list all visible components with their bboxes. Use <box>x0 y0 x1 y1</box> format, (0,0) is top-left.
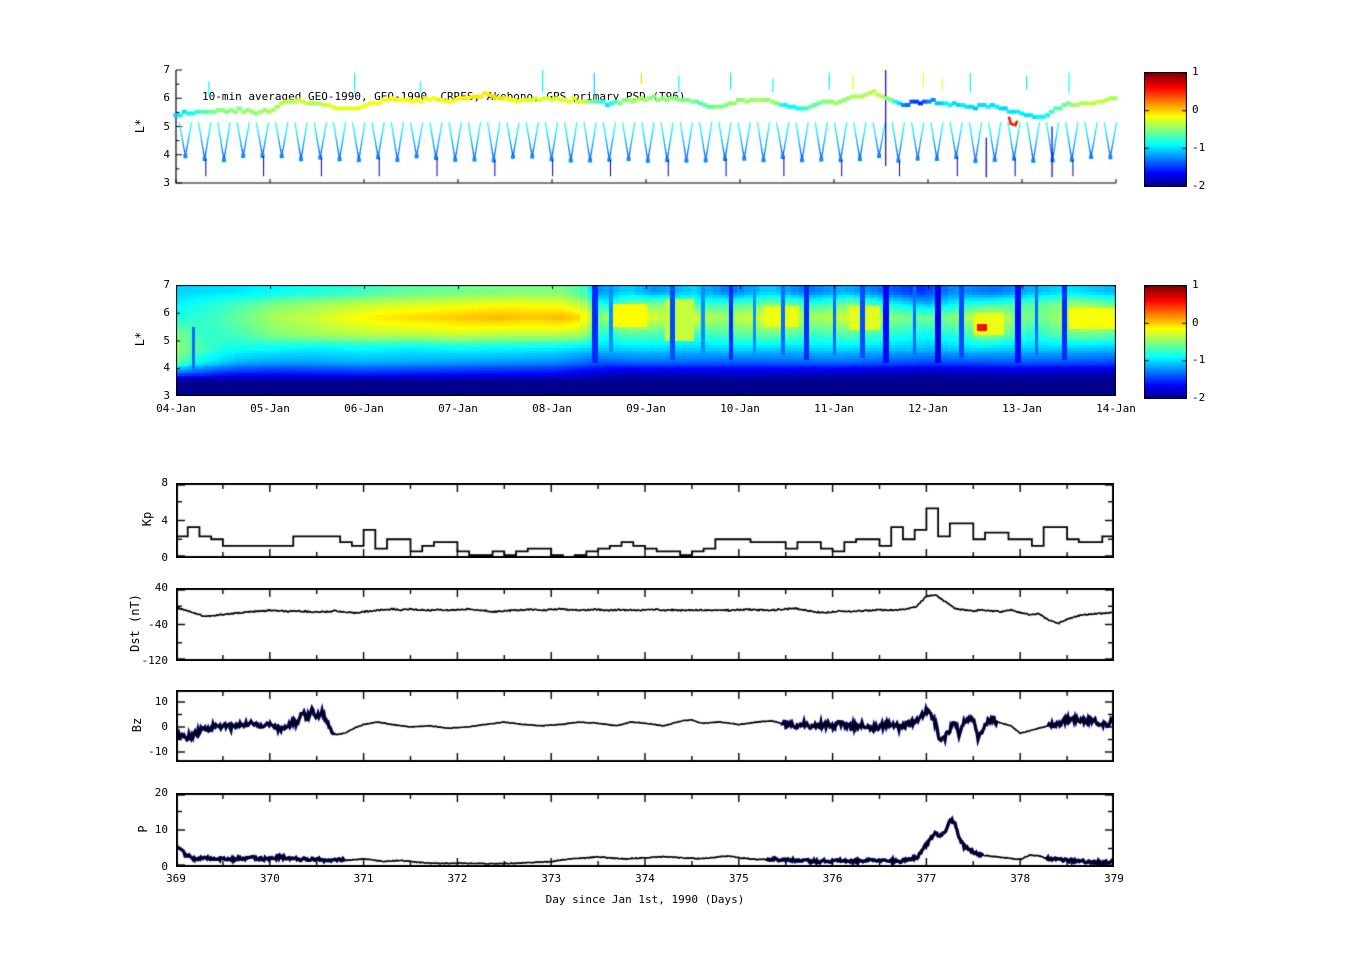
date-tick-label: 04-Jan <box>156 402 196 415</box>
bz-plot-canvas-ytick-label: -10 <box>148 745 168 758</box>
date-tick-label: 10-Jan <box>720 402 760 415</box>
day-tick-label: 371 <box>353 872 374 885</box>
p-plot-canvas-ytick-label: 20 <box>154 786 168 799</box>
colorbar-bottom-tick-label: 0 <box>1192 315 1199 329</box>
day-tick-label: 379 <box>1104 872 1124 885</box>
bz-plot-canvas <box>176 690 1114 762</box>
psd-heatmap-ytick-label: 6 <box>163 305 170 319</box>
colorbar-top-tick-label: 1 <box>1192 65 1199 78</box>
psd-scatter-ytick-label: 3 <box>163 176 170 189</box>
day-tick-label: 373 <box>541 872 562 885</box>
x-axis-label: Day since Jan 1st, 1990 (Days) <box>545 893 745 906</box>
date-tick-label: 12-Jan <box>908 402 948 415</box>
p-plot-canvas-ytick-label: 0 <box>161 860 168 873</box>
day-tick-label: 372 <box>447 872 468 885</box>
colorbar-bottom <box>1144 285 1187 399</box>
colorbar-top-tick-label: -1 <box>1192 141 1206 154</box>
psd-scatter-ytick-label: 6 <box>163 91 170 105</box>
psd-orbit-plot-canvas <box>170 64 1122 189</box>
psd-heatmap-ytick-label: 3 <box>163 389 170 402</box>
kp-plot-canvas-ytick-label: 4 <box>161 513 168 527</box>
day-tick-label: 375 <box>728 872 749 885</box>
day-tick-label: 374 <box>635 872 655 885</box>
date-tick-label: 08-Jan <box>532 402 572 415</box>
date-tick-label: 06-Jan <box>344 402 384 415</box>
psd-heatmap-ytick-label: 4 <box>163 361 170 375</box>
dst-plot-canvas-ytick-label: 40 <box>154 581 168 594</box>
day-tick-label: 377 <box>916 872 937 885</box>
date-tick-label: 11-Jan <box>814 402 854 415</box>
psd-scatter-ytick-label: 7 <box>163 63 170 76</box>
dst-plot-canvas-ytick-label: -120 <box>141 654 169 667</box>
bz-plot-canvas-ytick-label: 10 <box>154 695 168 708</box>
colorbar-top-tick-label: 0 <box>1192 103 1199 116</box>
psd-scatter-ytick-label: 4 <box>163 147 170 161</box>
date-tick-label: 05-Jan <box>250 402 290 415</box>
colorbar-bottom-tick-label: 1 <box>1192 278 1199 291</box>
psd-heatmap-canvas <box>176 285 1116 396</box>
psd-heatmap-ytick-label: 7 <box>163 278 170 291</box>
date-tick-label: 07-Jan <box>438 402 478 415</box>
p-plot-canvas-ytick-label: 10 <box>154 823 168 836</box>
kp-plot-canvas <box>176 483 1114 558</box>
dst-plot-canvas-ytick-label: -40 <box>148 617 168 631</box>
kp-plot-canvas-ytick-label: 0 <box>161 551 168 564</box>
date-tick-label: 13-Jan <box>1002 402 1042 415</box>
kp-plot-canvas-ytick-label: 8 <box>161 476 168 489</box>
psd-heatmap-ytick-label: 5 <box>163 333 170 347</box>
colorbar-top-tick-label: -2 <box>1192 179 1206 192</box>
day-tick-label: 378 <box>1010 872 1031 885</box>
bz-plot-canvas-ytick-label: 0 <box>161 720 168 733</box>
day-tick-label: 376 <box>822 872 843 885</box>
date-tick-label: 14-Jan <box>1096 402 1136 415</box>
colorbar-top <box>1144 72 1187 187</box>
colorbar-bottom-tick-label: -2 <box>1192 391 1206 404</box>
date-tick-label: 09-Jan <box>626 402 666 415</box>
p-plot-canvas <box>176 793 1114 867</box>
day-tick-label: 369 <box>166 872 186 885</box>
day-tick-label: 370 <box>259 872 280 885</box>
psd-scatter-ytick-label: 5 <box>163 119 170 133</box>
dst-plot-canvas <box>176 588 1114 661</box>
colorbar-bottom-tick-label: -1 <box>1192 353 1206 367</box>
